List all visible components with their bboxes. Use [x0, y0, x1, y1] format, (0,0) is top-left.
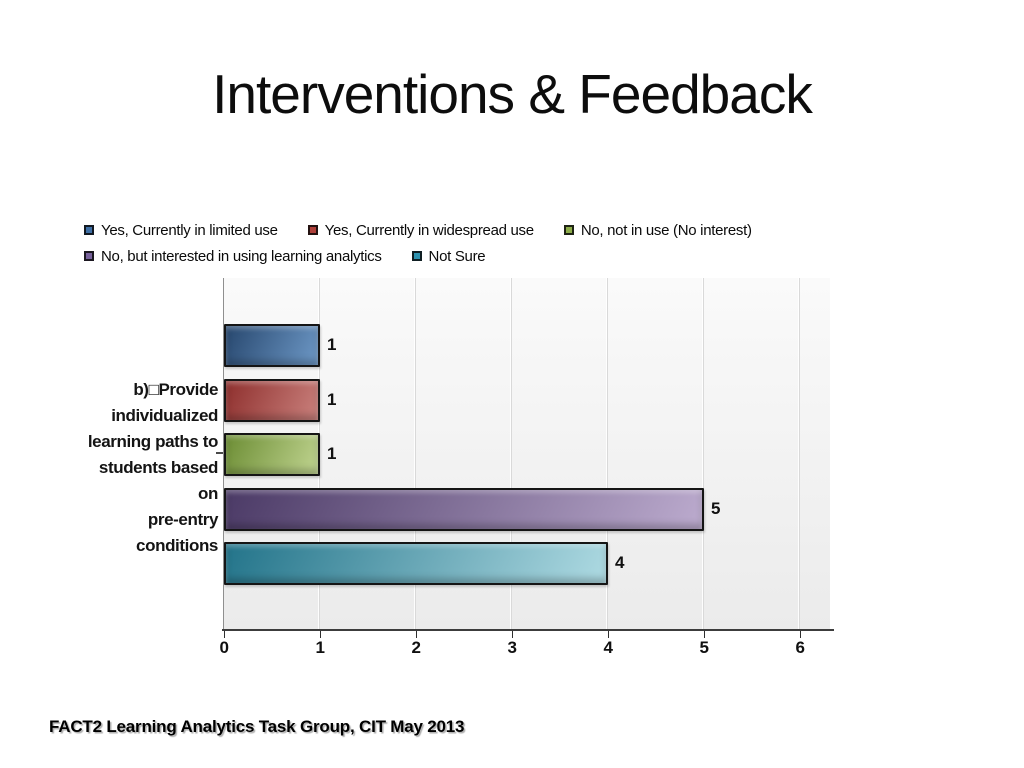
legend-row: No, but interested in using learning ana…: [84, 243, 844, 269]
legend-label: No, but interested in using learning ana…: [101, 247, 382, 265]
x-tick-label: 4: [603, 638, 613, 657]
chart-legend: Yes, Currently in limited use Yes, Curren…: [84, 217, 844, 269]
x-tick-label: 6: [795, 638, 805, 657]
x-tick-label: 5: [699, 638, 709, 657]
legend-swatch: [84, 251, 94, 261]
legend-item: Yes, Currently in limited use: [84, 222, 278, 239]
x-tick-mark: [512, 631, 513, 638]
gridline: [511, 278, 512, 629]
x-tick-label: 2: [411, 638, 421, 657]
legend-label: Not Sure: [428, 247, 486, 265]
x-tick-mark: [224, 631, 225, 638]
y-axis-line: [223, 278, 224, 629]
gridline: [607, 278, 608, 629]
x-tick-mark: [416, 631, 417, 638]
legend-item: Not Sure: [411, 247, 486, 265]
bar: [224, 488, 704, 531]
bar: [224, 433, 320, 476]
legend-item: No, not in use (No interest): [563, 221, 752, 239]
x-tick-label: 3: [507, 638, 517, 657]
bar-value-label: 1: [327, 335, 336, 354]
slide-footer: FACT2 Learning Analytics Task Group, CIT…: [49, 717, 465, 736]
bar-value-label: 5: [711, 499, 720, 518]
bar: [224, 542, 608, 585]
legend-label: No, not in use (No interest): [580, 221, 752, 239]
category-label: b)□Provide individualized learning paths…: [87, 380, 219, 555]
gridline: [415, 278, 416, 629]
gridline: [703, 278, 704, 629]
legend-item: Yes, Currently in widespread use: [307, 221, 534, 239]
x-tick-mark: [704, 631, 705, 638]
bar-value-label: 1: [327, 390, 336, 409]
page-title: Interventions & Feedback: [212, 63, 813, 125]
bar-value-label: 4: [615, 553, 624, 572]
plot-area: 1 1 1 5 4: [224, 278, 830, 629]
category-tick-mark: [216, 452, 223, 454]
legend-label: Yes, Currently in widespread use: [324, 221, 534, 239]
legend-swatch: [411, 251, 422, 261]
bar-chart: Yes, Currently in limited use Yes, Curren…: [60, 195, 860, 675]
x-tick-label: 1: [315, 638, 325, 657]
bar: [224, 379, 320, 422]
x-tick-label: 0: [219, 638, 229, 657]
x-tick-mark: [800, 631, 801, 638]
legend-row: Yes, Currently in limited use Yes, Curren…: [84, 217, 844, 243]
x-tick-mark: [320, 631, 321, 638]
legend-swatch: [563, 225, 574, 235]
legend-swatch: [84, 225, 94, 235]
x-tick-mark: [608, 631, 609, 638]
bar-value-label: 1: [327, 444, 336, 463]
bar: [224, 324, 320, 367]
legend-item: No, but interested in using learning ana…: [84, 248, 382, 265]
x-axis-line: [222, 629, 834, 631]
legend-swatch: [307, 225, 318, 235]
legend-label: Yes, Currently in limited use: [101, 221, 278, 239]
gridline: [799, 278, 800, 629]
